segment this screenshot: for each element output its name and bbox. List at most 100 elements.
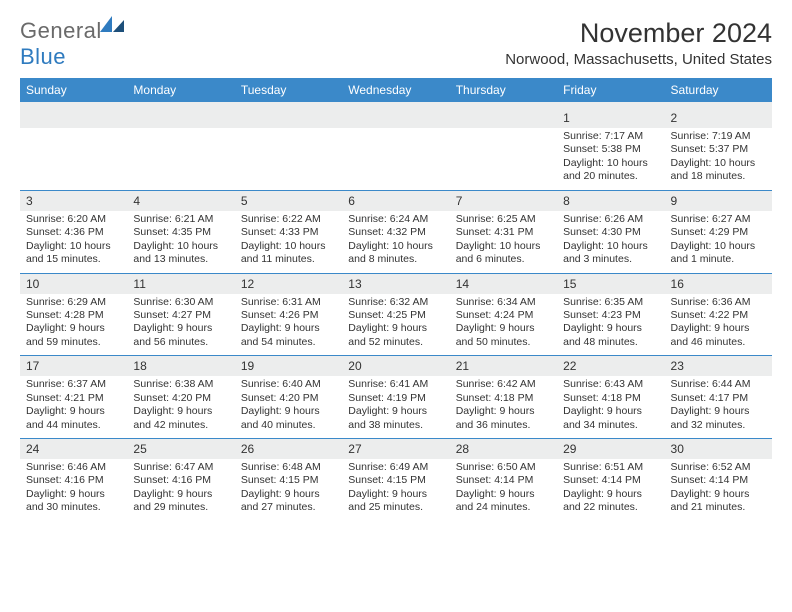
daylight-text: Daylight: 9 hours and 46 minutes.	[671, 322, 766, 349]
calendar-page: General Blue November 2024 Norwood, Mass…	[0, 0, 792, 533]
day-cell: 10Sunrise: 6:29 AMSunset: 4:28 PMDayligh…	[20, 274, 127, 356]
day-body: Sunrise: 6:43 AMSunset: 4:18 PMDaylight:…	[557, 376, 664, 438]
date-number: 25	[127, 439, 234, 459]
day-body: Sunrise: 6:36 AMSunset: 4:22 PMDaylight:…	[665, 294, 772, 356]
daylight-text: Daylight: 9 hours and 34 minutes.	[563, 405, 658, 432]
daylight-text: Daylight: 9 hours and 50 minutes.	[456, 322, 551, 349]
daylight-text: Daylight: 9 hours and 44 minutes.	[26, 405, 121, 432]
month-title: November 2024	[505, 18, 772, 49]
day-body: Sunrise: 6:47 AMSunset: 4:16 PMDaylight:…	[127, 459, 234, 521]
day-body: Sunrise: 6:34 AMSunset: 4:24 PMDaylight:…	[450, 294, 557, 356]
date-number: 24	[20, 439, 127, 459]
day-body: Sunrise: 6:50 AMSunset: 4:14 PMDaylight:…	[450, 459, 557, 521]
daylight-text: Daylight: 9 hours and 52 minutes.	[348, 322, 443, 349]
title-block: November 2024 Norwood, Massachusetts, Un…	[505, 18, 772, 68]
day-body-empty	[127, 128, 234, 186]
day-body: Sunrise: 6:26 AMSunset: 4:30 PMDaylight:…	[557, 211, 664, 273]
day-header-row: SundayMondayTuesdayWednesdayThursdayFrid…	[20, 78, 772, 102]
daylight-text: Daylight: 9 hours and 32 minutes.	[671, 405, 766, 432]
sunrise-text: Sunrise: 6:41 AM	[348, 378, 443, 391]
sunset-text: Sunset: 4:17 PM	[671, 392, 766, 405]
date-number-empty	[342, 108, 449, 128]
sunset-text: Sunset: 4:36 PM	[26, 226, 121, 239]
week-row: 10Sunrise: 6:29 AMSunset: 4:28 PMDayligh…	[20, 274, 772, 356]
sunset-text: Sunset: 4:16 PM	[133, 474, 228, 487]
sunset-text: Sunset: 4:14 PM	[563, 474, 658, 487]
daylight-text: Daylight: 9 hours and 27 minutes.	[241, 488, 336, 515]
date-number: 17	[20, 356, 127, 376]
day-header: Thursday	[450, 78, 557, 102]
day-header: Wednesday	[342, 78, 449, 102]
day-cell: 7Sunrise: 6:25 AMSunset: 4:31 PMDaylight…	[450, 191, 557, 273]
date-number: 12	[235, 274, 342, 294]
day-body: Sunrise: 6:48 AMSunset: 4:15 PMDaylight:…	[235, 459, 342, 521]
sunset-text: Sunset: 4:14 PM	[671, 474, 766, 487]
day-cell: 27Sunrise: 6:49 AMSunset: 4:15 PMDayligh…	[342, 439, 449, 521]
day-body: Sunrise: 6:32 AMSunset: 4:25 PMDaylight:…	[342, 294, 449, 356]
sunset-text: Sunset: 4:18 PM	[563, 392, 658, 405]
sunrise-text: Sunrise: 6:50 AM	[456, 461, 551, 474]
sunrise-text: Sunrise: 6:52 AM	[671, 461, 766, 474]
day-cell: 24Sunrise: 6:46 AMSunset: 4:16 PMDayligh…	[20, 439, 127, 521]
day-cell: 6Sunrise: 6:24 AMSunset: 4:32 PMDaylight…	[342, 191, 449, 273]
date-number: 18	[127, 356, 234, 376]
day-body: Sunrise: 6:35 AMSunset: 4:23 PMDaylight:…	[557, 294, 664, 356]
date-number: 11	[127, 274, 234, 294]
sunset-text: Sunset: 4:16 PM	[26, 474, 121, 487]
sunset-text: Sunset: 4:35 PM	[133, 226, 228, 239]
daylight-text: Daylight: 9 hours and 29 minutes.	[133, 488, 228, 515]
day-body: Sunrise: 6:46 AMSunset: 4:16 PMDaylight:…	[20, 459, 127, 521]
day-cell: 23Sunrise: 6:44 AMSunset: 4:17 PMDayligh…	[665, 356, 772, 438]
day-body: Sunrise: 6:49 AMSunset: 4:15 PMDaylight:…	[342, 459, 449, 521]
sunrise-text: Sunrise: 6:47 AM	[133, 461, 228, 474]
sunrise-text: Sunrise: 6:42 AM	[456, 378, 551, 391]
day-header: Tuesday	[235, 78, 342, 102]
sunrise-text: Sunrise: 6:36 AM	[671, 296, 766, 309]
sunrise-text: Sunrise: 6:46 AM	[26, 461, 121, 474]
day-cell: 25Sunrise: 6:47 AMSunset: 4:16 PMDayligh…	[127, 439, 234, 521]
daylight-text: Daylight: 9 hours and 21 minutes.	[671, 488, 766, 515]
daylight-text: Daylight: 9 hours and 48 minutes.	[563, 322, 658, 349]
date-number-empty	[450, 108, 557, 128]
day-body: Sunrise: 6:24 AMSunset: 4:32 PMDaylight:…	[342, 211, 449, 273]
day-body-empty	[235, 128, 342, 186]
date-number-empty	[235, 108, 342, 128]
week-row: 3Sunrise: 6:20 AMSunset: 4:36 PMDaylight…	[20, 191, 772, 273]
day-body: Sunrise: 6:31 AMSunset: 4:26 PMDaylight:…	[235, 294, 342, 356]
day-body: Sunrise: 6:37 AMSunset: 4:21 PMDaylight:…	[20, 376, 127, 438]
day-cell: 4Sunrise: 6:21 AMSunset: 4:35 PMDaylight…	[127, 191, 234, 273]
day-body: Sunrise: 6:51 AMSunset: 4:14 PMDaylight:…	[557, 459, 664, 521]
day-body-empty	[20, 128, 127, 186]
day-cell: 13Sunrise: 6:32 AMSunset: 4:25 PMDayligh…	[342, 274, 449, 356]
sunrise-text: Sunrise: 7:19 AM	[671, 130, 766, 143]
sail-icon	[100, 14, 126, 34]
date-number: 4	[127, 191, 234, 211]
day-body: Sunrise: 6:52 AMSunset: 4:14 PMDaylight:…	[665, 459, 772, 521]
sunset-text: Sunset: 4:29 PM	[671, 226, 766, 239]
sunset-text: Sunset: 4:14 PM	[456, 474, 551, 487]
day-body: Sunrise: 6:40 AMSunset: 4:20 PMDaylight:…	[235, 376, 342, 438]
day-body: Sunrise: 6:25 AMSunset: 4:31 PMDaylight:…	[450, 211, 557, 273]
sunset-text: Sunset: 4:33 PM	[241, 226, 336, 239]
day-cell	[20, 108, 127, 190]
day-body-empty	[450, 128, 557, 186]
sunset-text: Sunset: 4:19 PM	[348, 392, 443, 405]
daylight-text: Daylight: 10 hours and 20 minutes.	[563, 157, 658, 184]
date-number: 26	[235, 439, 342, 459]
day-body: Sunrise: 6:44 AMSunset: 4:17 PMDaylight:…	[665, 376, 772, 438]
logo-text-general: General	[20, 18, 102, 43]
sunrise-text: Sunrise: 6:24 AM	[348, 213, 443, 226]
day-body: Sunrise: 6:22 AMSunset: 4:33 PMDaylight:…	[235, 211, 342, 273]
day-body: Sunrise: 6:42 AMSunset: 4:18 PMDaylight:…	[450, 376, 557, 438]
sunrise-text: Sunrise: 6:49 AM	[348, 461, 443, 474]
daylight-text: Daylight: 10 hours and 18 minutes.	[671, 157, 766, 184]
day-cell: 14Sunrise: 6:34 AMSunset: 4:24 PMDayligh…	[450, 274, 557, 356]
date-number: 27	[342, 439, 449, 459]
daylight-text: Daylight: 9 hours and 56 minutes.	[133, 322, 228, 349]
sunrise-text: Sunrise: 6:43 AM	[563, 378, 658, 391]
day-header: Friday	[557, 78, 664, 102]
day-cell: 16Sunrise: 6:36 AMSunset: 4:22 PMDayligh…	[665, 274, 772, 356]
day-body: Sunrise: 6:30 AMSunset: 4:27 PMDaylight:…	[127, 294, 234, 356]
date-number: 5	[235, 191, 342, 211]
day-cell	[235, 108, 342, 190]
